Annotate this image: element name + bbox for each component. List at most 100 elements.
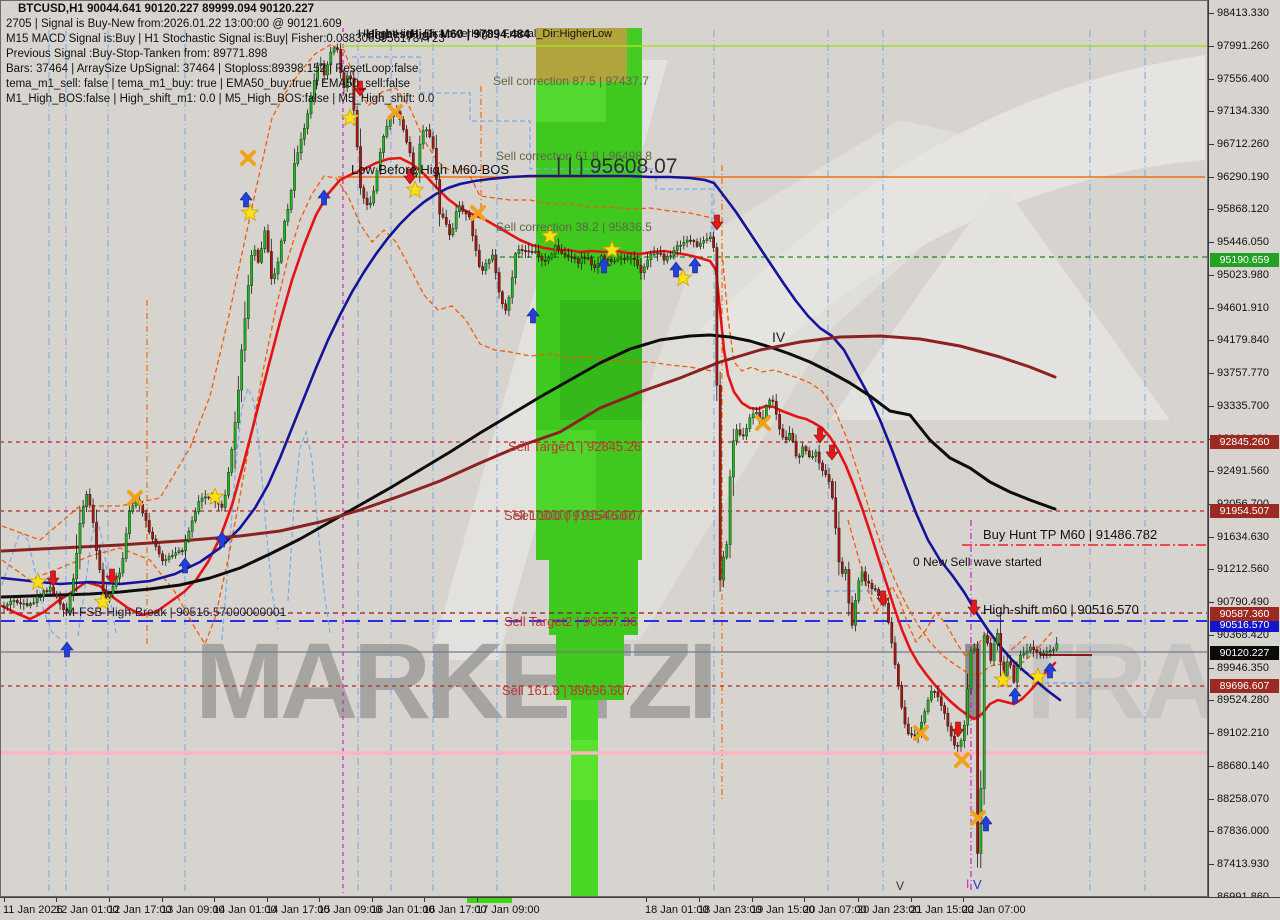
x-marker [387,104,403,120]
price-axis-label: 93757.770 [1217,367,1269,379]
time-tick-mark [752,898,753,902]
price-tick-mark [1209,700,1214,702]
buy-arrow-marker [1043,662,1057,679]
star-marker [240,202,260,222]
time-tick-mark [804,898,805,902]
price-tick-mark [1209,405,1214,407]
price-tick-mark [1209,733,1214,734]
price-badge: 92845.260 [1210,435,1279,449]
price-axis-label: 88258.070 [1217,792,1269,805]
sell-arrow-marker [46,570,60,587]
star-marker [1028,666,1048,686]
time-axis-label: 12 Jan 01:00 [55,904,119,916]
time-tick-mark [267,898,268,902]
buy-arrow-marker [239,191,253,208]
price-axis-label: 92491.560 [1217,465,1269,478]
watermark-brand: MARKETZI [195,620,713,741]
time-tick-mark [424,898,425,902]
x-marker [755,415,771,431]
time-tick-mark [372,898,373,902]
time-axis-label: 13 Jan 09:00 [161,904,225,916]
indicator-envelopes [1,44,1092,684]
price-axis-label: 93335.700 [1217,399,1269,412]
time-axis-label: 14 Jan 01:00 [213,904,277,916]
buy-arrow-marker [526,307,540,324]
star-marker [405,179,425,199]
price-tick-mark [1209,863,1214,865]
price-tick-mark [1209,569,1214,571]
price-tick-mark [1209,111,1214,113]
time-tick-mark [477,898,478,902]
x-marker [470,205,486,221]
candlesticks [2,43,1059,868]
price-badge: 95190.659 [1210,253,1279,267]
sell-arrow-marker [876,590,890,607]
session-highlight-band [536,28,642,897]
sell-arrow-marker [967,599,981,616]
price-tick-mark [1209,667,1214,669]
ema-black [0,333,1057,599]
buy-arrow-marker [979,815,993,832]
time-tick-mark [4,898,5,902]
price-badge: 89696.607 [1210,679,1279,693]
price-tick-mark [1209,602,1214,604]
buy-arrow-marker [669,261,683,278]
time-axis-label: 18 Jan 23:00 [698,904,762,916]
price-tick-mark [1209,634,1214,636]
price-axis-label: 91212.560 [1217,563,1269,576]
signal-markers [28,80,1057,832]
price-tick-mark [1209,13,1214,14]
sell-arrow-marker [825,444,839,461]
price-axis-label: 89102.210 [1217,727,1269,739]
price-axis-label: 89946.350 [1217,661,1269,674]
x-marker [913,725,929,741]
price-axis-label: 87413.930 [1217,857,1269,870]
price-axis[interactable]: 98413.330 97991.260 97556.400 97134.330 9671… [1208,0,1280,903]
time-axis-label: 12 Jan 17:00 [108,904,172,916]
price-tick-mark [1209,45,1214,47]
price-tick-mark [1209,209,1214,211]
price-badge: 90587.360 [1210,607,1279,621]
price-tick-mark [1209,536,1214,538]
price-axis-label: 97134.330 [1217,105,1269,118]
sell-arrow-marker [353,80,367,97]
time-tick-mark [56,898,57,902]
price-axis-label: 95023.980 [1217,268,1269,281]
time-tick-mark [214,898,215,902]
star-marker [93,591,113,611]
price-axis-label: 94601.910 [1217,301,1269,314]
star-marker [540,225,560,245]
price-axis-label: 96712.260 [1217,137,1269,150]
time-axis[interactable]: 11 Jan 2026 12 Jan 01:00 12 Jan 17:00 13 Ja… [0,897,1280,920]
watermark: MARKETZIITRADE [195,620,1208,741]
axis-session-highlight [467,898,512,903]
price-tick-mark [1209,274,1214,276]
time-axis-label: 22 Jan 07:00 [962,904,1026,916]
time-tick-mark [646,898,647,902]
chart-canvas[interactable]: MARKETZIITRADE [0,0,1208,897]
time-axis-label: 20 Jan 07:00 [803,904,867,916]
price-axis-label: 96290.190 [1217,170,1269,183]
chart-frame [0,0,1208,897]
price-axis-label: 95868.120 [1217,203,1269,216]
price-axis-label: 89524.280 [1217,694,1269,707]
price-badge: 90120.227 [1210,646,1279,660]
buy-arrow-marker [1008,687,1022,704]
price-tick-mark [1209,798,1214,800]
star-marker [205,486,225,506]
time-tick-mark [858,898,859,902]
sell-arrow-marker [813,427,827,444]
lwma-red [0,156,1057,721]
price-tick-mark [1209,373,1214,374]
time-tick-mark [109,898,110,902]
price-tick-mark [1209,307,1214,309]
time-tick-mark [319,898,320,902]
buy-arrow-marker [178,557,192,574]
vertical-separator-lines [48,28,1146,893]
star-marker [993,669,1013,689]
price-axis-label: 97556.400 [1217,72,1269,85]
price-axis-label: 90790.490 [1217,596,1269,609]
price-axis-label: 98413.330 [1217,7,1269,19]
price-badge: 90516.570 [1210,618,1279,632]
